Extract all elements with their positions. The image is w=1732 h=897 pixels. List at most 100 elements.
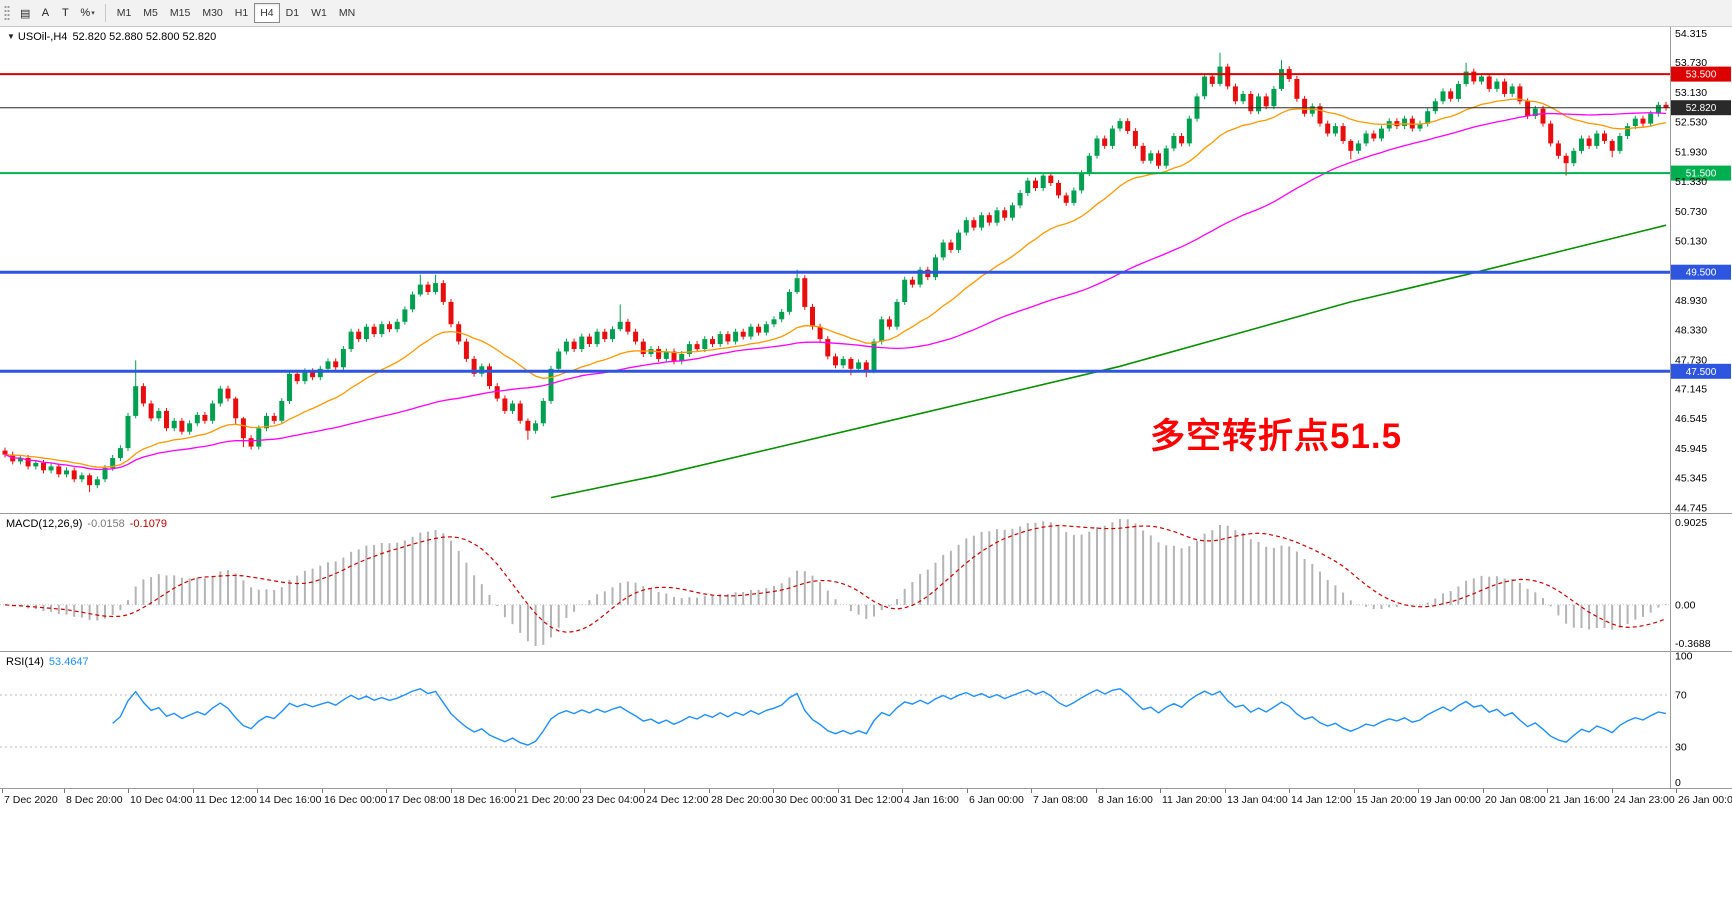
macd-indicator-label: MACD(12,26,9) -0.0158 -0.1079 xyxy=(6,518,167,530)
svg-text:54.315: 54.315 xyxy=(1675,28,1707,40)
rsi-panel-area[interactable] xyxy=(0,654,1670,788)
macd-signal-value: -0.1079 xyxy=(129,518,168,530)
svg-text:45.945: 45.945 xyxy=(1675,443,1707,455)
svg-text:53.500: 53.500 xyxy=(1686,70,1717,81)
timeframe-button-d1[interactable]: D1 xyxy=(285,7,300,19)
svg-text:24 Dec 12:00: 24 Dec 12:00 xyxy=(646,794,709,806)
svg-text:31 Dec 12:00: 31 Dec 12:00 xyxy=(840,794,903,806)
svg-text:15 Jan 20:00: 15 Jan 20:00 xyxy=(1356,794,1417,806)
price-axis[interactable] xyxy=(1670,26,1732,788)
timeframe-button-w1[interactable]: W1 xyxy=(311,7,327,19)
svg-text:51.330: 51.330 xyxy=(1675,176,1707,188)
svg-text:24 Jan 23:00: 24 Jan 23:00 xyxy=(1614,794,1675,806)
macd-histogram xyxy=(11,519,1667,646)
svg-text:10 Dec 04:00: 10 Dec 04:00 xyxy=(130,794,193,806)
chart-grid-button[interactable]: ▤ xyxy=(20,7,31,20)
svg-text:51.930: 51.930 xyxy=(1675,146,1707,158)
svg-text:100: 100 xyxy=(1675,651,1693,663)
svg-text:16 Dec 00:00: 16 Dec 00:00 xyxy=(324,794,387,806)
svg-text:-0.3688: -0.3688 xyxy=(1675,638,1711,650)
svg-text:13 Jan 04:00: 13 Jan 04:00 xyxy=(1227,794,1288,806)
rsi-line xyxy=(112,688,1667,746)
timeframe-button-m1[interactable]: M1 xyxy=(116,7,132,19)
rsi-name: RSI(14) xyxy=(6,656,44,668)
caret-down-icon: ▾ xyxy=(91,10,95,17)
svg-text:23 Dec 04:00: 23 Dec 04:00 xyxy=(582,794,645,806)
svg-text:21 Dec 20:00: 21 Dec 20:00 xyxy=(517,794,580,806)
svg-text:46.545: 46.545 xyxy=(1675,413,1707,425)
svg-text:48.330: 48.330 xyxy=(1675,325,1707,337)
annotation-text: 多空转折点51.5 xyxy=(1150,417,1403,456)
svg-text:70: 70 xyxy=(1675,690,1687,702)
svg-text:53.730: 53.730 xyxy=(1675,57,1707,69)
price-tag-47.500 xyxy=(1671,363,1731,379)
svg-text:47.730: 47.730 xyxy=(1675,354,1707,366)
toolbar: ▤ A T % ▾ M1 M5 M15 M30 H1 H4 D1 W1 MN xyxy=(0,0,1732,27)
chart-ohlc-values: 52.820 52.880 52.800 52.820 xyxy=(72,31,217,43)
svg-text:14 Dec 16:00: 14 Dec 16:00 xyxy=(259,794,322,806)
rsi-indicator-label: RSI(14) 53.4647 xyxy=(6,656,89,668)
svg-text:21 Jan 16:00: 21 Jan 16:00 xyxy=(1549,794,1610,806)
svg-text:14 Jan 12:00: 14 Jan 12:00 xyxy=(1291,794,1352,806)
ma-medium-magenta-line xyxy=(4,112,1667,471)
svg-text:49.500: 49.500 xyxy=(1686,268,1717,279)
svg-text:44.745: 44.745 xyxy=(1675,502,1707,514)
svg-text:47.500: 47.500 xyxy=(1686,367,1717,378)
svg-text:52.820: 52.820 xyxy=(1686,103,1717,114)
price-tag-49.500 xyxy=(1671,264,1731,280)
svg-text:8 Dec 20:00: 8 Dec 20:00 xyxy=(66,794,123,806)
toolbar-grip[interactable] xyxy=(4,5,10,21)
svg-text:7 Dec 2020: 7 Dec 2020 xyxy=(4,794,58,806)
main-chart-area[interactable] xyxy=(0,27,1670,511)
svg-text:11 Jan 20:00: 11 Jan 20:00 xyxy=(1162,794,1222,806)
timeframe-button-m15[interactable]: M15 xyxy=(169,7,191,19)
price-tag-53.500 xyxy=(1671,66,1731,82)
ma-fast-orange-line xyxy=(4,98,1667,468)
symbol-dropdown-icon[interactable]: ▼ xyxy=(7,32,15,41)
timeframe-button-h4[interactable]: H4 xyxy=(254,3,280,23)
svg-text:20 Jan 08:00: 20 Jan 08:00 xyxy=(1485,794,1546,806)
macd-panel-area[interactable] xyxy=(0,516,1670,651)
svg-text:18 Dec 16:00: 18 Dec 16:00 xyxy=(453,794,516,806)
rsi-value: 53.4647 xyxy=(48,656,89,668)
percent-dropdown-button[interactable]: % ▾ xyxy=(75,3,99,23)
svg-text:45.345: 45.345 xyxy=(1675,473,1707,485)
macd-signal-line xyxy=(4,524,1667,633)
svg-text:47.145: 47.145 xyxy=(1675,383,1707,395)
svg-text:0.00: 0.00 xyxy=(1675,599,1696,611)
svg-text:52.530: 52.530 xyxy=(1675,117,1707,129)
svg-text:26 Jan 00:00: 26 Jan 00:00 xyxy=(1678,794,1732,806)
text-t-button[interactable]: T xyxy=(62,7,69,19)
svg-text:50.130: 50.130 xyxy=(1675,236,1707,248)
svg-text:50.730: 50.730 xyxy=(1675,206,1707,218)
svg-text:11 Dec 12:00: 11 Dec 12:00 xyxy=(195,794,257,806)
timeframe-button-mn[interactable]: MN xyxy=(338,7,356,19)
macd-main-value: -0.0158 xyxy=(87,518,125,530)
svg-text:19 Jan 00:00: 19 Jan 00:00 xyxy=(1420,794,1481,806)
timeframe-button-m30[interactable]: M30 xyxy=(202,7,223,19)
svg-text:53.130: 53.130 xyxy=(1675,87,1707,99)
timeframe-button-m5[interactable]: M5 xyxy=(143,7,158,19)
svg-text:6 Jan 00:00: 6 Jan 00:00 xyxy=(969,794,1024,806)
ma-slow-green-line xyxy=(550,224,1667,499)
svg-text:28 Dec 20:00: 28 Dec 20:00 xyxy=(711,794,774,806)
chart-symbol-label: ▼ USOil-,H4 52.820 52.880 52.800 52.820 xyxy=(7,31,216,43)
svg-text:51.500: 51.500 xyxy=(1686,169,1717,180)
svg-text:4 Jan 16:00: 4 Jan 16:00 xyxy=(904,794,959,806)
svg-text:30 Dec 00:00: 30 Dec 00:00 xyxy=(775,794,838,806)
macd-name: MACD(12,26,9) xyxy=(6,518,83,530)
price-tag-52.820 xyxy=(1671,100,1731,116)
price-tag-51.500 xyxy=(1671,165,1731,181)
svg-text:48.930: 48.930 xyxy=(1675,295,1707,307)
svg-text:17 Dec 08:00: 17 Dec 08:00 xyxy=(388,794,451,806)
svg-text:0.9025: 0.9025 xyxy=(1675,517,1707,529)
percent-icon: % xyxy=(80,7,91,19)
svg-text:0: 0 xyxy=(1675,777,1681,789)
time-axis[interactable] xyxy=(0,788,1670,812)
svg-text:30: 30 xyxy=(1675,742,1687,754)
timeframe-button-h1[interactable]: H1 xyxy=(234,7,249,19)
font-a-button[interactable]: A xyxy=(41,7,50,19)
timeframe-toolbar: M1 M5 M15 M30 H1 H4 D1 W1 MN xyxy=(111,3,361,23)
